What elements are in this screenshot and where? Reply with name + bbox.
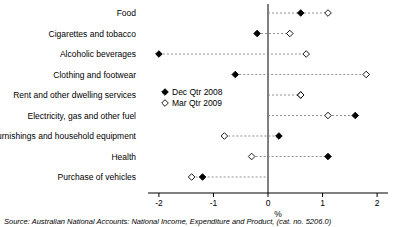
dot — [325, 10, 332, 17]
dot — [352, 112, 359, 119]
plot-area — [156, 10, 370, 181]
category-label: Alcoholic beverages — [60, 49, 136, 59]
chart: Food Cigarettes and tobacco Alcoholic beve… — [0, 0, 397, 227]
dot — [325, 153, 332, 160]
dot — [254, 30, 261, 37]
connector — [159, 54, 306, 55]
source: Source: Australian National Accounts: Na… — [4, 217, 332, 226]
connector — [268, 95, 301, 96]
legend-label: Dec Qtr 2008 — [172, 87, 223, 97]
category-label: Cigarettes and tobacco — [49, 29, 137, 39]
x-tick — [377, 193, 378, 197]
category-label: Furnishings and household equipment — [0, 131, 137, 141]
x-tick-label: 1 — [320, 198, 325, 208]
connector — [224, 136, 279, 137]
category-label: Rent and other dwelling services — [13, 90, 136, 100]
zero-line — [268, 4, 269, 193]
x-tick — [158, 193, 159, 197]
category-label: Health — [111, 152, 136, 162]
dot — [221, 133, 228, 140]
dot — [276, 133, 283, 140]
connector — [235, 74, 366, 75]
dot — [363, 71, 370, 78]
dot — [325, 112, 332, 119]
dot — [248, 153, 255, 160]
legend-marker — [162, 100, 169, 107]
dot — [297, 10, 304, 17]
dot — [297, 92, 304, 99]
dot — [287, 30, 294, 37]
dot — [188, 174, 195, 181]
dot — [297, 92, 304, 99]
x-tick-label: -2 — [155, 198, 163, 208]
dot — [156, 51, 163, 58]
x-tick-label: -1 — [210, 198, 218, 208]
dot — [232, 71, 239, 78]
connector — [257, 33, 290, 34]
dot — [303, 51, 310, 58]
x-tick — [322, 193, 323, 197]
x-tick-label: 2 — [375, 198, 380, 208]
legend-marker — [162, 89, 169, 96]
category-label: Clothing and footwear — [53, 70, 136, 80]
connector — [252, 156, 328, 157]
category-label: Electricity, gas and other fuel — [27, 111, 136, 121]
category-label: Purchase of vehicles — [58, 172, 136, 182]
dot — [199, 174, 206, 181]
x-tick — [213, 193, 214, 197]
category-label: Food — [117, 8, 137, 18]
legend-label: Mar Qtr 2009 — [172, 98, 222, 108]
connector — [268, 115, 355, 116]
x-tick — [268, 193, 269, 197]
x-tick-label: 0 — [266, 198, 271, 208]
